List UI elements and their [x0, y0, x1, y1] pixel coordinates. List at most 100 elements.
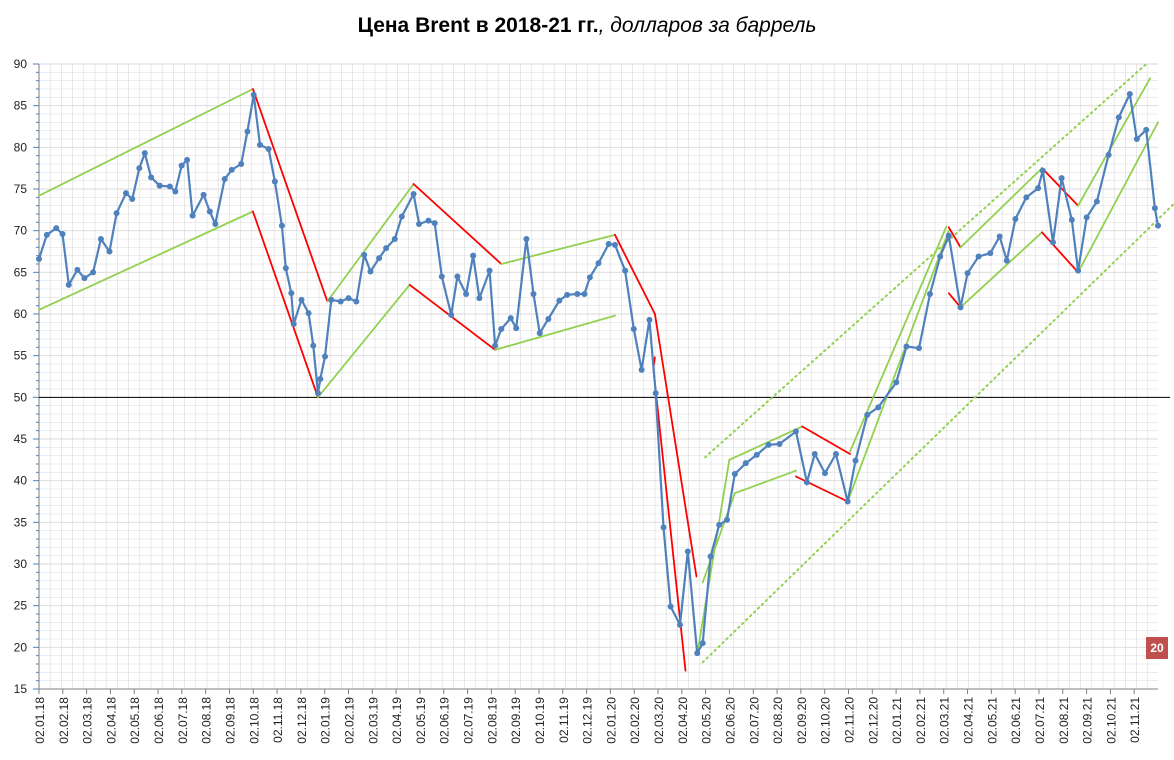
y-tick-label: 80 [14, 140, 28, 154]
price-point [59, 231, 66, 237]
price-point [454, 273, 461, 280]
price-point [667, 603, 674, 610]
x-tick-label: 02.07.18 [176, 697, 190, 744]
price-point [1049, 239, 1056, 246]
price-point [595, 260, 602, 267]
price-point [470, 252, 477, 259]
price-point [1093, 198, 1100, 205]
y-tick-label: 50 [14, 390, 28, 404]
trend-line-down [801, 425, 851, 455]
price-point [221, 176, 228, 182]
price-point [1058, 175, 1065, 182]
trend-line-down [947, 292, 962, 309]
page-badge: 20 [1146, 637, 1168, 659]
price-point [383, 245, 390, 252]
price-point [398, 213, 405, 220]
price-point [250, 91, 257, 98]
price-point [317, 376, 324, 382]
price-point [1003, 257, 1010, 264]
trend-line-up [704, 63, 1148, 459]
x-tick-label: 02.08.18 [200, 697, 214, 744]
price-point [486, 267, 493, 274]
y-tick-label: 90 [14, 57, 28, 71]
price-point [410, 191, 417, 197]
price-point [1023, 194, 1030, 201]
price-point [937, 253, 944, 260]
x-tick-label: 02.06.21 [1009, 697, 1023, 744]
price-point [498, 326, 505, 332]
price-point [305, 310, 312, 317]
price-point [391, 236, 398, 242]
price-point [1068, 216, 1075, 223]
price-point [322, 353, 329, 360]
price-point [864, 411, 871, 418]
price-series [36, 91, 1161, 657]
y-tick-label: 20 [14, 640, 28, 654]
price-point [844, 498, 851, 505]
price-point [136, 165, 143, 172]
y-tick-label: 75 [14, 182, 28, 196]
price-point [707, 553, 714, 560]
price-point [545, 316, 552, 322]
x-tick-label: 02.04.19 [390, 697, 404, 744]
trend-line-up [959, 231, 1043, 309]
price-point [523, 236, 530, 242]
price-point [1126, 91, 1133, 97]
price-point [43, 231, 50, 238]
x-tick-label: 02.05.19 [414, 697, 428, 744]
x-tick-label: 02.02.20 [628, 697, 642, 744]
x-tick-label: 02.01.18 [33, 697, 47, 744]
price-point [694, 650, 701, 657]
price-point [238, 161, 245, 167]
trend-line-up [701, 202, 1174, 664]
price-point [975, 253, 982, 260]
x-tick-label: 02.10.19 [533, 697, 547, 744]
price-point [156, 182, 163, 189]
price-point [660, 524, 667, 531]
price-point [1105, 151, 1112, 158]
price-point [265, 146, 272, 152]
price-point [106, 248, 113, 255]
price-point [1143, 126, 1150, 133]
x-tick-label: 02.05.21 [985, 697, 999, 744]
y-tick-label: 65 [14, 265, 28, 279]
x-tick-label: 02.02.21 [914, 697, 928, 744]
trend-line-down [252, 210, 319, 399]
axes [33, 63, 1170, 694]
price-point [376, 255, 383, 262]
price-point [753, 451, 760, 458]
price-point [875, 404, 882, 411]
price-point [141, 150, 148, 157]
price-point [278, 222, 285, 229]
y-tick-label: 40 [14, 474, 28, 488]
price-point [1115, 114, 1122, 121]
x-tick-label: 02.01.20 [604, 697, 618, 744]
price-point [200, 191, 207, 198]
x-tick-label: 02.05.18 [128, 697, 142, 744]
x-tick-label: 02.11.21 [1128, 697, 1142, 743]
x-tick-label: 02.09.18 [223, 697, 237, 744]
x-tick-label: 02.01.19 [319, 697, 333, 744]
price-point [416, 221, 423, 227]
x-tick-label: 02.03.19 [366, 697, 380, 744]
price-point [361, 251, 368, 258]
x-tick-label: 02.06.18 [152, 697, 166, 744]
price-point [776, 441, 783, 447]
price-point [337, 298, 344, 305]
x-tick-label: 02.03.20 [652, 697, 666, 744]
price-point [507, 315, 514, 322]
price-point [189, 212, 196, 219]
x-tick-label: 02.08.21 [1057, 697, 1071, 744]
y-tick-label: 35 [14, 515, 28, 529]
price-point [652, 390, 659, 397]
price-point [298, 296, 305, 303]
price-point [832, 451, 839, 457]
y-tick-label: 85 [14, 99, 28, 113]
trend-line-down [614, 233, 656, 315]
price-point [716, 521, 723, 528]
x-tick-label: 02.04.18 [104, 697, 118, 744]
price-point [957, 304, 964, 311]
price-point [97, 236, 104, 242]
x-tick-label: 02.08.19 [485, 697, 499, 744]
price-point [821, 470, 828, 477]
